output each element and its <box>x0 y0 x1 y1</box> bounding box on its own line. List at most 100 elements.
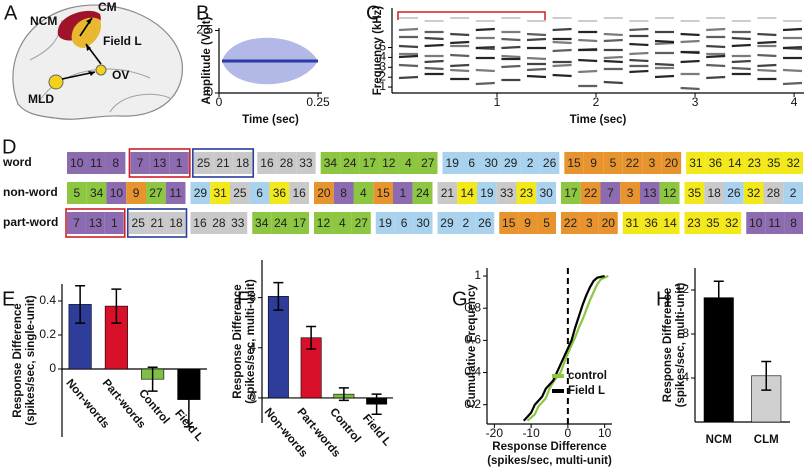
spectrogram-band <box>424 59 444 64</box>
syllable: 5 <box>610 156 617 170</box>
spectrogram-band <box>398 44 419 49</box>
syllable-cell <box>561 212 580 234</box>
region-label: NCM <box>30 14 57 28</box>
spectrogram-band <box>782 81 803 86</box>
syllable-cell <box>725 152 745 174</box>
y-tick-label: 0.4 <box>464 365 481 379</box>
syllable-cell <box>564 152 584 174</box>
region-label: Field L <box>103 34 142 48</box>
syllable: 18 <box>707 186 721 200</box>
spectrogram-band <box>450 32 470 37</box>
syllable-cell <box>165 182 186 204</box>
error-bar <box>761 360 772 391</box>
spectrogram-band <box>450 63 470 68</box>
spectrogram-band <box>654 74 675 79</box>
spectrogram-band <box>526 32 547 37</box>
syllable: 29 <box>440 216 454 230</box>
syllable-cell <box>393 182 413 204</box>
spectrogram-band <box>475 68 495 73</box>
syllable-cell <box>169 152 189 174</box>
y-tick-label: 0.6 <box>464 333 481 347</box>
syllable: 18 <box>169 216 183 230</box>
error-bar <box>111 288 122 324</box>
syllable-cell <box>228 212 248 234</box>
spectrogram-band <box>757 63 777 68</box>
spectrogram-band <box>731 66 751 71</box>
field-l-region <box>71 17 102 48</box>
syllable-cell <box>703 212 723 234</box>
y-tick-label: 8 <box>682 326 689 340</box>
x-axis-label: (spikes/sec, multi-unit) <box>487 455 612 467</box>
syllable: 20 <box>317 186 331 200</box>
syllable: 17 <box>293 216 307 230</box>
syllable-cell <box>375 212 395 234</box>
syllable: 10 <box>749 216 763 230</box>
syllable: 21 <box>441 186 455 200</box>
syllable: 16 <box>260 156 274 170</box>
y-axis-label: Response Difference <box>12 303 24 417</box>
spectrogram-band <box>629 27 649 32</box>
syllable: 4 <box>405 156 412 170</box>
spectrogram-band <box>526 56 547 61</box>
syllable: 24 <box>416 186 430 200</box>
syllable-cell <box>603 152 623 174</box>
syllable: 7 <box>607 186 614 200</box>
syllable: 14 <box>728 156 742 170</box>
syllable: 16 <box>292 186 306 200</box>
syllable: 12 <box>382 156 396 170</box>
syllable-cell <box>332 212 352 234</box>
syllable: 13 <box>89 216 103 230</box>
x-tick-label: 0 <box>216 95 223 109</box>
syllable-cell <box>190 182 211 204</box>
y-tick-label: 5 <box>379 40 386 54</box>
syllable: 34 <box>90 186 104 200</box>
syllable-cell <box>340 152 360 174</box>
y-tick-label: 0 <box>249 390 256 404</box>
syllable-cell <box>518 212 538 234</box>
syllable: 34 <box>324 156 338 170</box>
x-tick-label: 10 <box>598 426 612 440</box>
syllable: 31 <box>213 186 227 200</box>
syllable: 3 <box>627 186 634 200</box>
syllable-cell <box>783 182 803 204</box>
syllable: 15 <box>376 186 390 200</box>
syllable: 36 <box>644 216 658 230</box>
y-axis-label: Response Difference <box>662 288 674 402</box>
syllable: 36 <box>273 186 287 200</box>
syllable-cell <box>600 182 621 204</box>
syllable-cell <box>684 212 704 234</box>
syllable-cell <box>499 212 519 234</box>
x-tick-label: 4 <box>791 95 798 109</box>
syllable: 18 <box>236 156 250 170</box>
syllable-cell <box>257 152 277 174</box>
syllable-cell <box>783 152 803 174</box>
syllable-cell <box>496 182 517 204</box>
syllable-cell <box>579 212 599 234</box>
cdf-line <box>526 275 609 422</box>
syllable: 21 <box>216 156 230 170</box>
spectrogram-band <box>424 43 444 48</box>
syllable-cell <box>333 182 354 204</box>
syllable: 4 <box>339 216 346 230</box>
syllable: 3 <box>649 156 656 170</box>
y-tick-label: 2 <box>379 69 386 83</box>
region-label: MLD <box>28 92 54 106</box>
syllable: 23 <box>520 186 534 200</box>
syllable: 22 <box>626 156 640 170</box>
panel-label: E <box>2 288 15 310</box>
syllable-cell <box>481 152 501 174</box>
syllable: 27 <box>355 216 369 230</box>
syllable-cell <box>516 182 537 204</box>
syllable-cell <box>373 182 393 204</box>
syllable-cell <box>744 152 765 174</box>
syllable: 23 <box>687 216 701 230</box>
syllable-cell <box>290 212 309 234</box>
syllable: 1 <box>400 186 407 200</box>
syllable: 5 <box>74 186 81 200</box>
syllable: 8 <box>340 186 347 200</box>
brain-outline <box>12 4 183 120</box>
syllable-cell <box>743 182 764 204</box>
syllable: 35 <box>767 156 781 170</box>
syllable-cell <box>252 212 272 234</box>
